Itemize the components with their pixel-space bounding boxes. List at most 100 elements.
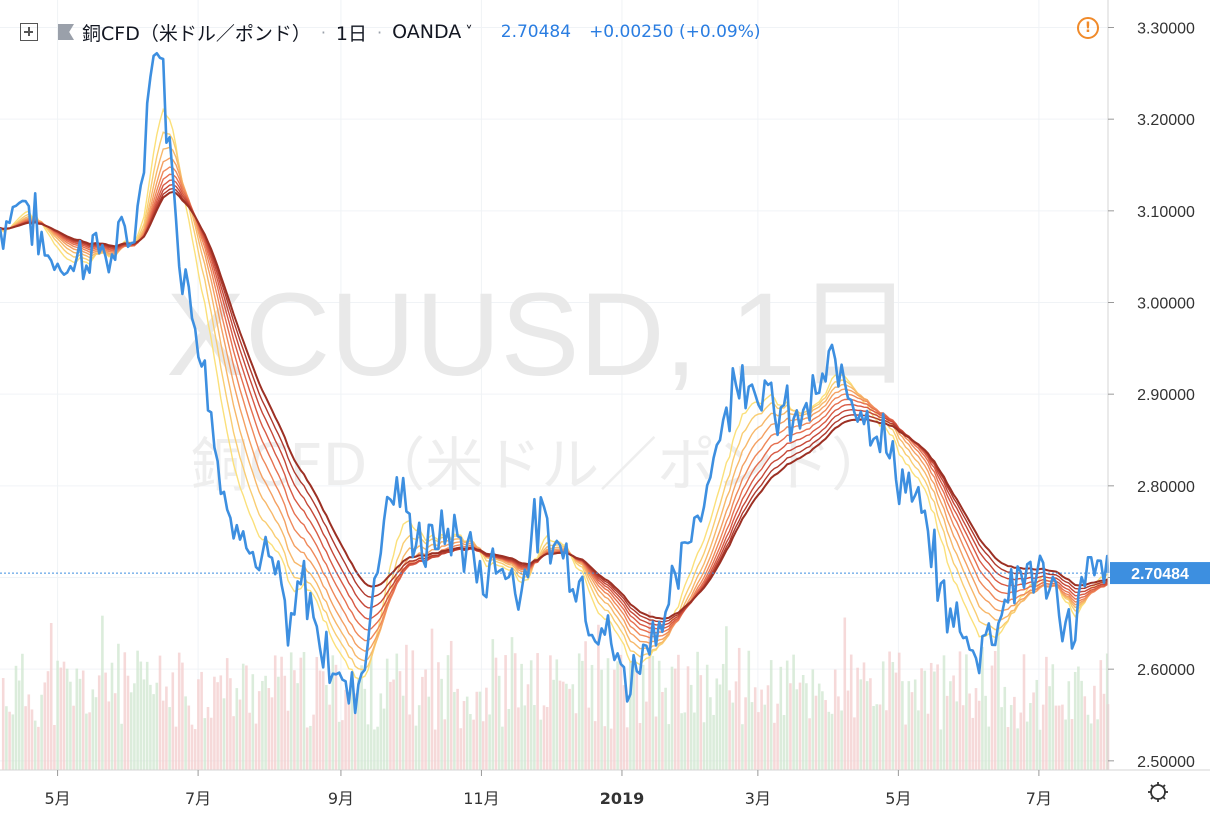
volume-bar <box>606 658 610 770</box>
volume-bar <box>385 658 389 770</box>
volume-bar <box>62 661 66 770</box>
volume-bar <box>533 705 536 770</box>
volume-bar <box>843 617 847 770</box>
chevron-down-icon[interactable]: ˅ <box>465 23 473 41</box>
volume-bar <box>341 720 344 770</box>
volume-bar <box>990 665 994 770</box>
volume-bar <box>1003 686 1007 770</box>
volume-bar <box>49 622 53 770</box>
volume-bar <box>302 652 306 770</box>
volume-bar <box>1029 703 1032 770</box>
axes <box>0 0 1210 771</box>
volume-bar <box>344 689 347 770</box>
x-tick-label: 2019 <box>600 789 645 808</box>
volume-bar <box>30 709 34 770</box>
volume-bar <box>357 678 360 770</box>
volume-bar <box>1073 671 1077 770</box>
volume-bar <box>200 671 203 770</box>
volume-bar <box>33 720 37 770</box>
volume-bar <box>129 692 133 770</box>
volume-bar <box>907 681 911 770</box>
volume-bar <box>670 666 674 770</box>
volume-bar <box>1093 685 1096 770</box>
x-axis[interactable]: 5月 7月 9月 11月 2019 3月 5月 7月 <box>44 770 1052 808</box>
volume-bar <box>1070 719 1074 770</box>
volume-bar <box>430 628 434 770</box>
volume-bar <box>942 655 946 770</box>
volume-bar <box>520 663 523 770</box>
volume-bar <box>750 702 754 770</box>
volume-bar <box>574 713 578 770</box>
volume-bar <box>773 722 776 770</box>
symbol-name[interactable]: 銅CFD（米ドル／ポンド） <box>82 22 311 45</box>
volume-bar <box>321 671 325 770</box>
volume-bar <box>337 721 341 770</box>
interval-label[interactable]: 1日 <box>335 22 368 45</box>
volume-bar <box>257 691 261 770</box>
current-price-label-text: 2.70484 <box>1131 566 1189 583</box>
volume-bar <box>680 713 683 770</box>
volume-bar <box>833 669 837 770</box>
volume-bar <box>1102 693 1106 770</box>
volume-bar <box>229 678 232 770</box>
volume-bar <box>360 665 363 770</box>
volume-bar <box>315 656 319 770</box>
watermark-line1: XCUUSD, 1日 <box>166 269 913 401</box>
volume-bar <box>587 707 591 770</box>
x-tick-label: 3月 <box>745 789 771 808</box>
ema-line <box>0 179 1109 630</box>
volume-bar <box>632 665 635 770</box>
volume-bar <box>11 714 15 770</box>
volume-bar <box>81 670 85 770</box>
y-axis[interactable]: 3.30000 3.20000 3.10000 3.00000 2.90000 2.800… <box>1108 21 1195 771</box>
volume-bar <box>1051 664 1055 770</box>
x-tick-label: 9月 <box>328 789 354 808</box>
volume-bar <box>117 643 120 770</box>
watermark: XCUUSD, 1日 銅CFD（米ドル／ポンド） <box>166 269 913 499</box>
volume-bar <box>709 697 712 770</box>
volume-bar <box>318 670 322 770</box>
volume-bar <box>491 639 495 770</box>
volume-bar <box>840 710 843 770</box>
volume-bar <box>952 675 955 770</box>
volume-bar <box>40 694 43 770</box>
volume-bar <box>353 693 357 770</box>
volume-bar <box>379 693 383 770</box>
volume-bar <box>661 691 664 770</box>
volume-bar <box>37 726 40 770</box>
alert-circle-icon[interactable]: ! <box>1077 17 1099 39</box>
volume-bar <box>424 669 427 770</box>
volume-bar <box>789 683 792 770</box>
volume-bar <box>238 699 242 770</box>
volume-bar <box>958 651 962 770</box>
settings-button[interactable] <box>1148 782 1168 802</box>
broker-label[interactable]: OANDA <box>392 21 462 43</box>
volume-bar <box>696 651 699 770</box>
volume-bar <box>897 652 901 770</box>
volume-bar <box>760 689 763 770</box>
volume-bar <box>1054 705 1058 770</box>
volume-bar <box>197 679 200 770</box>
volume-bar <box>651 655 655 770</box>
volume-bar <box>939 729 943 770</box>
volume-bar <box>56 660 59 770</box>
volume-bar <box>792 654 795 770</box>
volume-bar <box>264 675 267 770</box>
volume-bar <box>609 728 613 770</box>
volume-bar <box>782 715 786 770</box>
gear-icon[interactable] <box>1150 784 1166 800</box>
volume-bar <box>1080 680 1083 770</box>
volume-bar <box>862 662 866 770</box>
volume-bar <box>1086 714 1090 770</box>
volume-bar <box>421 676 424 770</box>
volume-bar <box>251 674 255 770</box>
volume-bar <box>949 681 952 770</box>
watermark-line2: 銅CFD（米ドル／ポンド） <box>191 431 890 499</box>
volume-bar <box>613 669 616 770</box>
volume-bar <box>440 678 443 770</box>
square-plus-icon[interactable] <box>20 23 38 41</box>
volume-bar <box>286 710 290 770</box>
volume-bar <box>558 680 562 770</box>
